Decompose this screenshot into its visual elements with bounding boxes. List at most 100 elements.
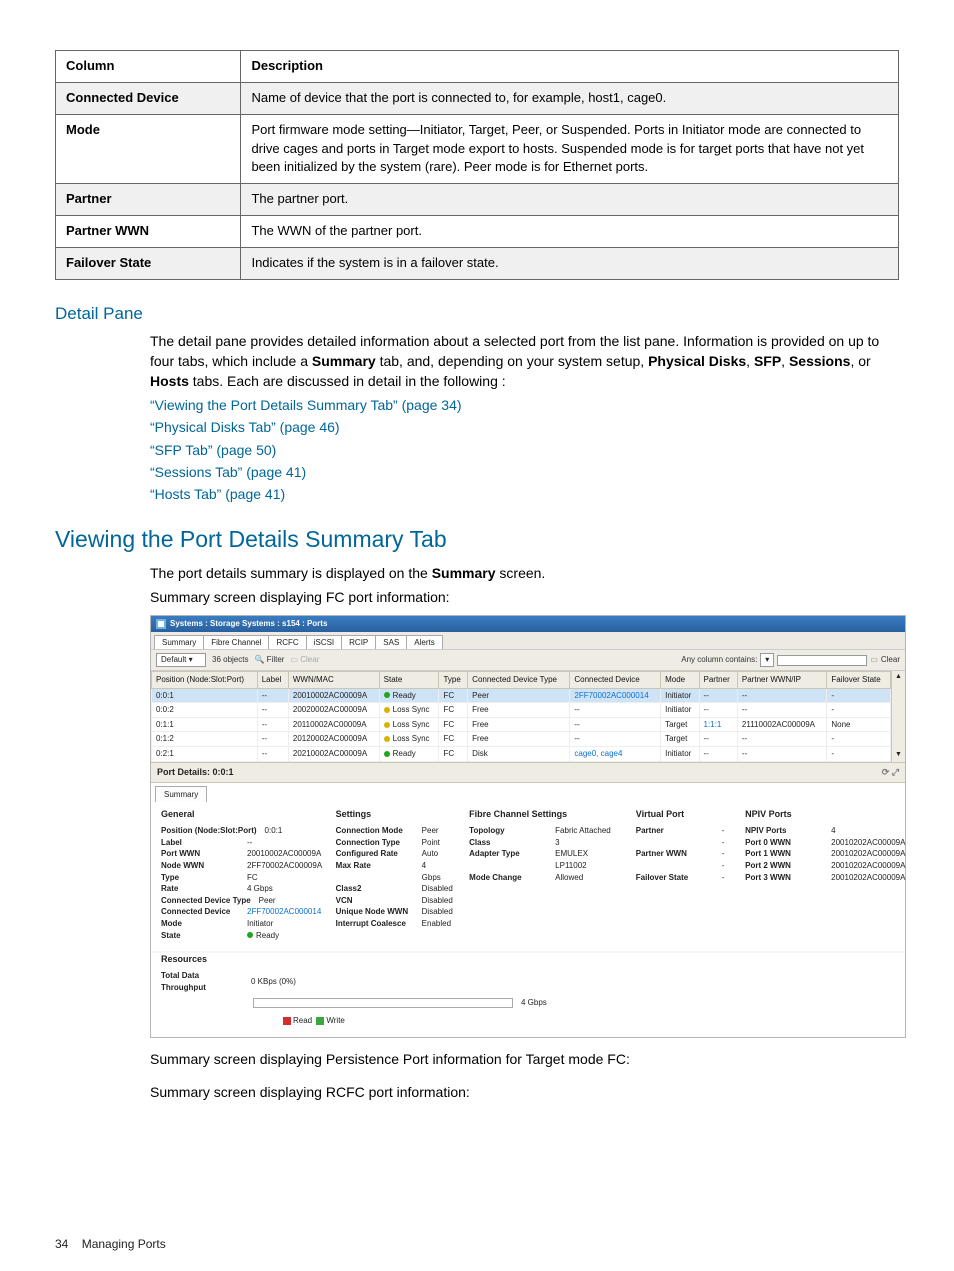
tab-rcfc[interactable]: RCFC: [268, 635, 306, 650]
kv-row: Class 3: [469, 837, 612, 849]
grid-cell: Loss Sync: [379, 732, 439, 747]
subtab-summary[interactable]: Summary: [155, 786, 207, 803]
summary-screenshot: Systems : Storage Systems : s154 : Ports…: [150, 615, 906, 1037]
kv-row: VCNDisabled: [336, 895, 446, 907]
kv-row: Class2Disabled: [336, 883, 446, 895]
object-count: 36 objects: [212, 654, 248, 666]
any-column-label: Any column contains:: [681, 654, 757, 666]
table-row[interactable]: 0:1:2--20120002AC00009ALoss SyncFCFree--…: [152, 732, 891, 747]
kv-value: Disabled: [422, 906, 453, 918]
kv-row: ModeInitiator: [161, 918, 312, 930]
tab-alerts[interactable]: Alerts: [406, 635, 442, 650]
scroll-down-icon[interactable]: ▼: [895, 750, 902, 760]
row-desc: The partner port.: [241, 184, 899, 216]
grid-cell: --: [257, 703, 288, 718]
summary-screen-paragraph-1: The port details summary is displayed on…: [150, 564, 899, 584]
kv-key: Topology: [469, 825, 547, 837]
tab-fibre-channel[interactable]: Fibre Channel: [203, 635, 269, 650]
kv-row: Rate4 Gbps: [161, 883, 312, 895]
row-col: Partner: [56, 184, 241, 216]
legend-write: Write: [326, 1016, 345, 1025]
grid-cell: 0:1:1: [152, 717, 258, 732]
link-hosts-tab[interactable]: “Hosts Tab” (page 41): [150, 484, 899, 504]
legend-write-swatch: [316, 1017, 324, 1025]
kv-key: Type: [161, 872, 239, 884]
kv-value: FC: [247, 872, 258, 884]
grid-column-header[interactable]: Type: [439, 671, 468, 688]
details-group-npiv: NPIV PortsNPIV Ports4Port 0 WWN20010202A…: [745, 808, 895, 941]
grid-cell: 20010002AC00009A: [288, 688, 379, 703]
grid-column-header[interactable]: WWN/MAC: [288, 671, 379, 688]
filter-default-select[interactable]: Default ▾: [156, 653, 206, 667]
table-row[interactable]: 0:1:1--20110002AC00009ALoss SyncFCFree--…: [152, 717, 891, 732]
table-row[interactable]: 0:0:2--20020002AC00009ALoss SyncFCFree--…: [152, 703, 891, 718]
grid-column-header[interactable]: State: [379, 671, 439, 688]
kv-row: Port 3 WWN20010202AC00009A: [745, 872, 895, 884]
viewing-port-details-heading: Viewing the Port Details Summary Tab: [55, 523, 899, 556]
kv-key: Connected Device Type: [161, 895, 251, 907]
throughput-max: 4 Gbps: [521, 997, 547, 1009]
filter-link[interactable]: 🔍 Filter: [254, 654, 284, 666]
kv-key: Connection Type: [336, 837, 414, 849]
kv-key: VCN: [336, 895, 414, 907]
grid-cell: Free: [468, 732, 570, 747]
kv-row: Port 0 WWN20010202AC00009A: [745, 837, 895, 849]
search-input[interactable]: [777, 655, 867, 666]
group-title: NPIV Ports: [745, 808, 895, 821]
kv-key: Class: [469, 837, 547, 849]
table-row[interactable]: 0:2:1--20210002AC00009AReadyFCDiskcage0,…: [152, 746, 891, 761]
grid-cell: 20110002AC00009A: [288, 717, 379, 732]
kv-key: Mode: [161, 918, 239, 930]
column-description-table: Column Description Connected DeviceName …: [55, 50, 899, 280]
table-row[interactable]: 0:0:1--20010002AC00009AReadyFCPeer2FF700…: [152, 688, 891, 703]
grid-cell: Initiator: [661, 688, 699, 703]
grid-cell: FC: [439, 746, 468, 761]
kv-key: State: [161, 930, 239, 942]
tab-summary[interactable]: Summary: [154, 635, 204, 650]
grid-column-header[interactable]: Connected Device: [570, 671, 661, 688]
grid-column-header[interactable]: Failover State: [827, 671, 891, 688]
grid-cell: --: [570, 717, 661, 732]
grid-cell: --: [570, 703, 661, 718]
grid-cell: 20210002AC00009A: [288, 746, 379, 761]
grid-column-header[interactable]: Label: [257, 671, 288, 688]
scroll-up-icon[interactable]: ▲: [895, 672, 902, 682]
grid-cell: --: [699, 746, 737, 761]
grid-column-header[interactable]: Partner: [699, 671, 737, 688]
kv-row: Unique Node WWNDisabled: [336, 906, 446, 918]
expand-icon[interactable]: ⤢: [892, 767, 899, 777]
tab-iscsi[interactable]: iSCSI: [306, 635, 342, 650]
kv-value: 2FF70002AC000014: [247, 906, 321, 918]
link-summary-tab[interactable]: “Viewing the Port Details Summary Tab” (…: [150, 395, 899, 415]
grid-cell: --: [570, 732, 661, 747]
eraser-icon: ▭: [290, 655, 298, 664]
link-sfp-tab[interactable]: “SFP Tab” (page 50): [150, 440, 899, 460]
grid-cell: 21110002AC00009A: [737, 717, 826, 732]
details-group-vport: Virtual PortPartner--Partner WWN--Failov…: [636, 808, 721, 941]
grid-column-header[interactable]: Connected Device Type: [468, 671, 570, 688]
tab-rcip[interactable]: RCIP: [341, 635, 376, 650]
grid-cell: -: [827, 688, 891, 703]
any-column-select[interactable]: ▾: [760, 653, 774, 667]
grid-column-header[interactable]: Mode: [661, 671, 699, 688]
grid-cell: -: [827, 703, 891, 718]
refresh-icon[interactable]: ⟳: [882, 767, 890, 777]
kv-value: Disabled: [422, 883, 453, 895]
grid-column-header[interactable]: Partner WWN/IP: [737, 671, 826, 688]
grid-cell: --: [699, 703, 737, 718]
scrollbar[interactable]: ▲ ▼: [891, 671, 905, 762]
kv-value: 3: [555, 837, 559, 849]
after-shot-paragraph-1: Summary screen displaying Persistence Po…: [150, 1050, 899, 1070]
grid-cell: 0:1:2: [152, 732, 258, 747]
grid-column-header[interactable]: Position (Node:Slot:Port): [152, 671, 258, 688]
link-physical-disks[interactable]: “Physical Disks Tab” (page 46): [150, 417, 899, 437]
link-sessions-tab[interactable]: “Sessions Tab” (page 41): [150, 462, 899, 482]
kv-key: Position (Node:Slot:Port): [161, 825, 257, 837]
kv-row: Port 1 WWN20010202AC00009A: [745, 848, 895, 860]
clear-toolbar[interactable]: ▭ Clear: [290, 654, 319, 666]
clear-button[interactable]: Clear: [881, 654, 900, 666]
kv-value: 20010202AC00009A: [831, 872, 905, 884]
grid-cell: Initiator: [661, 746, 699, 761]
grid-cell: --: [257, 732, 288, 747]
tab-sas[interactable]: SAS: [375, 635, 407, 650]
